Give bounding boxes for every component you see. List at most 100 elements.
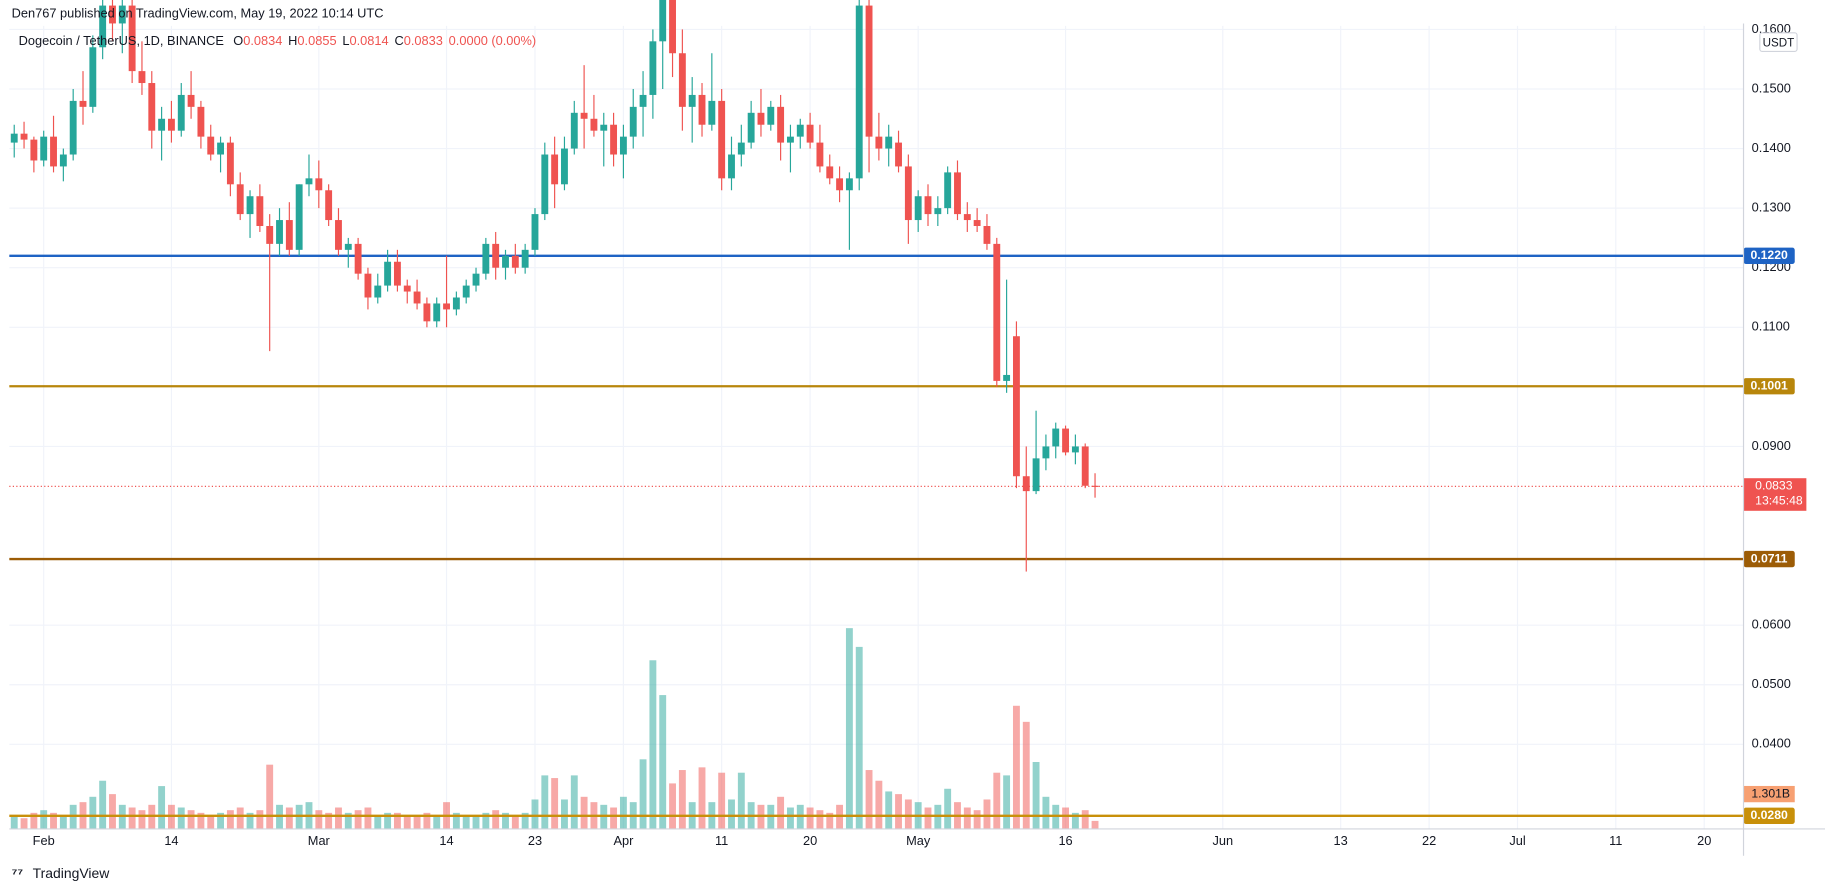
volume-bar [718, 772, 726, 829]
volume-bar [256, 810, 264, 829]
footer-brand: ⁷⁷ TradingView [12, 865, 111, 881]
candle-body [816, 142, 824, 167]
countdown-label: 13:45:48 [1755, 494, 1803, 508]
volume-bar [89, 796, 97, 829]
candle-body [777, 106, 785, 143]
candle-body [944, 172, 952, 209]
candle-body [1022, 476, 1030, 492]
candle-body [187, 94, 195, 107]
axes-layer: 0.04000.05000.06000.09000.11000.12000.13… [33, 21, 1807, 848]
volume-bar [10, 815, 18, 829]
y-tick-label: 0.0600 [1752, 617, 1791, 632]
volume-bar [944, 788, 952, 829]
candle-body [344, 243, 352, 250]
currency: USDT [1763, 36, 1795, 49]
volume-bar [826, 812, 834, 829]
candle-body [305, 178, 313, 185]
candle-body [826, 166, 834, 179]
candle-body [1042, 446, 1050, 459]
candle-body [10, 133, 18, 143]
volume-bar [865, 770, 873, 829]
level-label: 0.1001 [1750, 379, 1788, 393]
candle-body [59, 154, 67, 167]
candle-body [384, 261, 392, 286]
x-tick-label: Jul [1509, 833, 1525, 848]
candle-body [167, 118, 175, 131]
y-tick-label: 0.1600 [1752, 21, 1791, 36]
volume-bar [374, 815, 382, 829]
x-tick-label: Feb [33, 833, 55, 848]
volume-bar [384, 812, 392, 829]
x-tick-label: May [906, 833, 931, 848]
candle-body [629, 106, 637, 137]
candle-body [639, 94, 647, 107]
volume-bar [315, 810, 323, 829]
volume-bar [511, 815, 519, 829]
candle-body [354, 243, 362, 274]
volume-bar [777, 796, 785, 829]
volume-bar [904, 799, 912, 829]
candle-body [492, 243, 500, 268]
candle-body [561, 148, 568, 185]
candle-body [1052, 428, 1060, 447]
x-tick-label: 14 [439, 833, 453, 848]
candle-body [1091, 485, 1099, 487]
symbol: Dogecoin / TetherUS, 1D, BINANCE [19, 34, 224, 49]
candle-body [452, 297, 460, 310]
candle-body [865, 5, 873, 137]
volume-bar [845, 628, 853, 829]
candle-body [325, 190, 333, 221]
grid [9, 25, 1744, 829]
candle-body [197, 106, 205, 137]
volume-bar [1071, 812, 1079, 829]
y-tick-label: 0.1400 [1752, 140, 1791, 155]
ohlc-value: 0.0834 [243, 34, 282, 49]
candle-body [551, 154, 559, 185]
volume-bar [246, 812, 254, 829]
candle-body [177, 94, 185, 131]
volume-bar [649, 660, 657, 829]
volume-bar [482, 812, 490, 829]
volume-bar [403, 815, 411, 829]
volume-bar [344, 812, 352, 829]
candle-body [118, 5, 126, 24]
candle-body [511, 255, 519, 268]
volume-bar [619, 796, 627, 829]
candle-body [89, 47, 97, 107]
ohlc-key: O [233, 34, 243, 49]
volume-bar [610, 807, 618, 829]
published-note: Den767 published on TradingView.com, May… [12, 6, 384, 21]
volume-bar [472, 815, 480, 829]
volume-bar [561, 799, 568, 829]
candle-body [256, 196, 264, 227]
volume-bar [462, 815, 470, 829]
volume-bar [187, 810, 195, 829]
candle-body [904, 166, 912, 221]
candle-body [433, 303, 441, 322]
x-tick-label: 23 [528, 833, 542, 848]
candle-body [148, 83, 156, 131]
candle-body [836, 178, 844, 191]
candle-body [610, 124, 618, 155]
volume-bar [393, 812, 401, 829]
volume-bar [1012, 705, 1020, 829]
candle-body [472, 273, 480, 286]
volume-bar [502, 812, 509, 829]
volume-bar [40, 810, 48, 829]
candle-body [973, 220, 981, 227]
candles-layer [10, 0, 1099, 572]
candle-body [541, 154, 549, 215]
candle-body [954, 172, 961, 215]
candle-body [737, 142, 745, 155]
candle-body [295, 184, 303, 250]
volume-bar [639, 759, 647, 829]
volume-bar [855, 646, 863, 829]
candle-body [79, 100, 87, 107]
candle-body [600, 124, 608, 131]
candle-body [963, 214, 971, 221]
ohlc-key: H [288, 34, 297, 49]
x-tick-label: 13 [1334, 833, 1348, 848]
level-badge [1743, 550, 1795, 568]
volume-bar [728, 799, 735, 829]
candle-body [364, 273, 372, 298]
